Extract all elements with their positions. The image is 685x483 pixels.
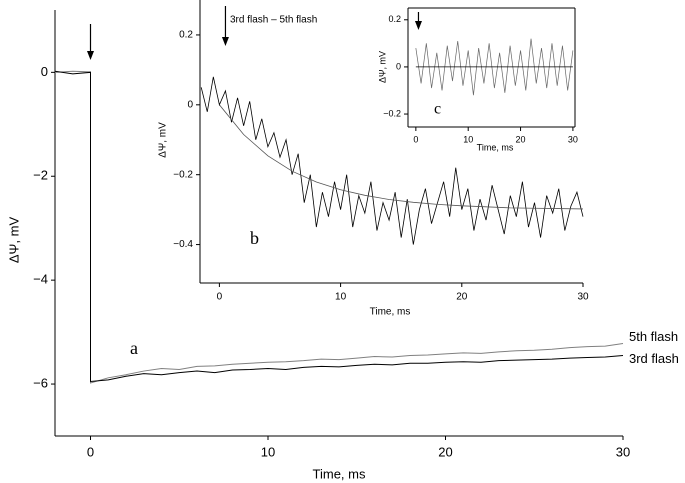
y-tick-label: 0.2 bbox=[388, 14, 401, 24]
flash-arrowhead bbox=[221, 37, 229, 46]
x-axis-label: Time, ms bbox=[313, 466, 366, 481]
y-tick-label: −0.4 bbox=[173, 239, 193, 250]
x-tick-label: 0 bbox=[413, 134, 418, 144]
y-tick-label: −0.2 bbox=[173, 169, 193, 180]
x-tick-label: 0 bbox=[87, 444, 94, 459]
x-tick-label: 0 bbox=[217, 292, 223, 303]
flash-arrowhead bbox=[87, 51, 94, 60]
annotation: a bbox=[130, 338, 138, 358]
x-tick-label: 10 bbox=[463, 134, 473, 144]
y-tick-label: 0 bbox=[396, 61, 401, 71]
y-tick-label: −4 bbox=[33, 272, 48, 287]
data-line bbox=[54, 70, 624, 382]
y-tick-label: 0 bbox=[41, 64, 48, 79]
panel: 0.2 0 −0.2 0 10 20 30 ΔΨ, mV Time, ms c bbox=[372, 0, 585, 160]
panel: 0 −2 −4 −6 0 10 20 30 ΔΨ, mV Time, ms 5th flash 3rd… bbox=[6, 10, 679, 481]
annotation: 3rd flash – 5th flash bbox=[230, 15, 317, 26]
data-line bbox=[219, 104, 584, 210]
x-tick-label: 30 bbox=[568, 134, 578, 144]
flash-arrowhead bbox=[414, 21, 422, 30]
annotation: b bbox=[250, 228, 259, 248]
x-tick-label: 10 bbox=[335, 292, 347, 303]
y-tick-label: −2 bbox=[33, 168, 48, 183]
x-tick-label: 20 bbox=[456, 292, 468, 303]
annotation: c bbox=[434, 101, 441, 118]
y-tick-label: −6 bbox=[33, 375, 48, 390]
y-tick-label: 0.2 bbox=[179, 30, 193, 41]
x-axis-label: Time, ms bbox=[477, 142, 514, 152]
x-tick-label: 10 bbox=[261, 444, 275, 459]
x-tick-label: 30 bbox=[577, 292, 589, 303]
x-tick-label: 20 bbox=[438, 444, 452, 459]
data-line bbox=[200, 76, 584, 245]
x-tick-label: 30 bbox=[616, 444, 630, 459]
y-tick-label: 0 bbox=[187, 99, 193, 110]
y-axis-label: ΔΨ, mV bbox=[6, 217, 21, 264]
series-label: 5th flash bbox=[629, 329, 678, 344]
panel-background bbox=[372, 0, 585, 160]
x-tick-label: 20 bbox=[516, 134, 526, 144]
y-axis-label: ΔΨ, mV bbox=[377, 51, 387, 83]
data-line bbox=[54, 70, 624, 384]
data-line bbox=[415, 38, 574, 96]
series-label: 3rd flash bbox=[629, 351, 679, 366]
y-axis-label: ΔΨ, mV bbox=[158, 122, 169, 158]
x-axis-label: Time, ms bbox=[370, 307, 411, 318]
y-tick-label: −0.2 bbox=[383, 108, 401, 118]
